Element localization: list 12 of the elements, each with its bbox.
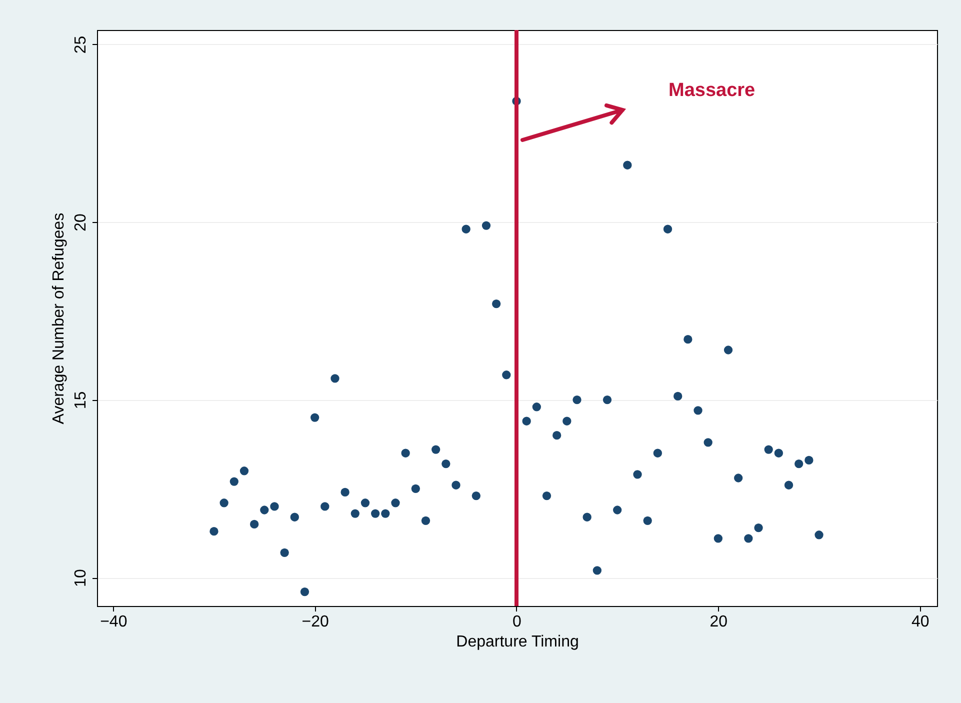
x-axis-title: Departure Timing (456, 634, 579, 650)
y-axis-title: Average Number of Refugees (50, 212, 68, 424)
x-tick-label: 0 (512, 614, 522, 630)
x-tick-label: −20 (302, 614, 329, 630)
ref-line-label: Massacre (668, 80, 756, 101)
x-tick-label: 40 (911, 614, 930, 630)
y-tick-label: 20 (72, 214, 90, 232)
y-tick-label: 15 (72, 391, 90, 410)
x-tick-label: 20 (710, 614, 728, 630)
y-tick-label: 25 (72, 36, 90, 54)
x-tick-label: −40 (100, 614, 128, 630)
y-tick-label: 10 (72, 569, 90, 587)
